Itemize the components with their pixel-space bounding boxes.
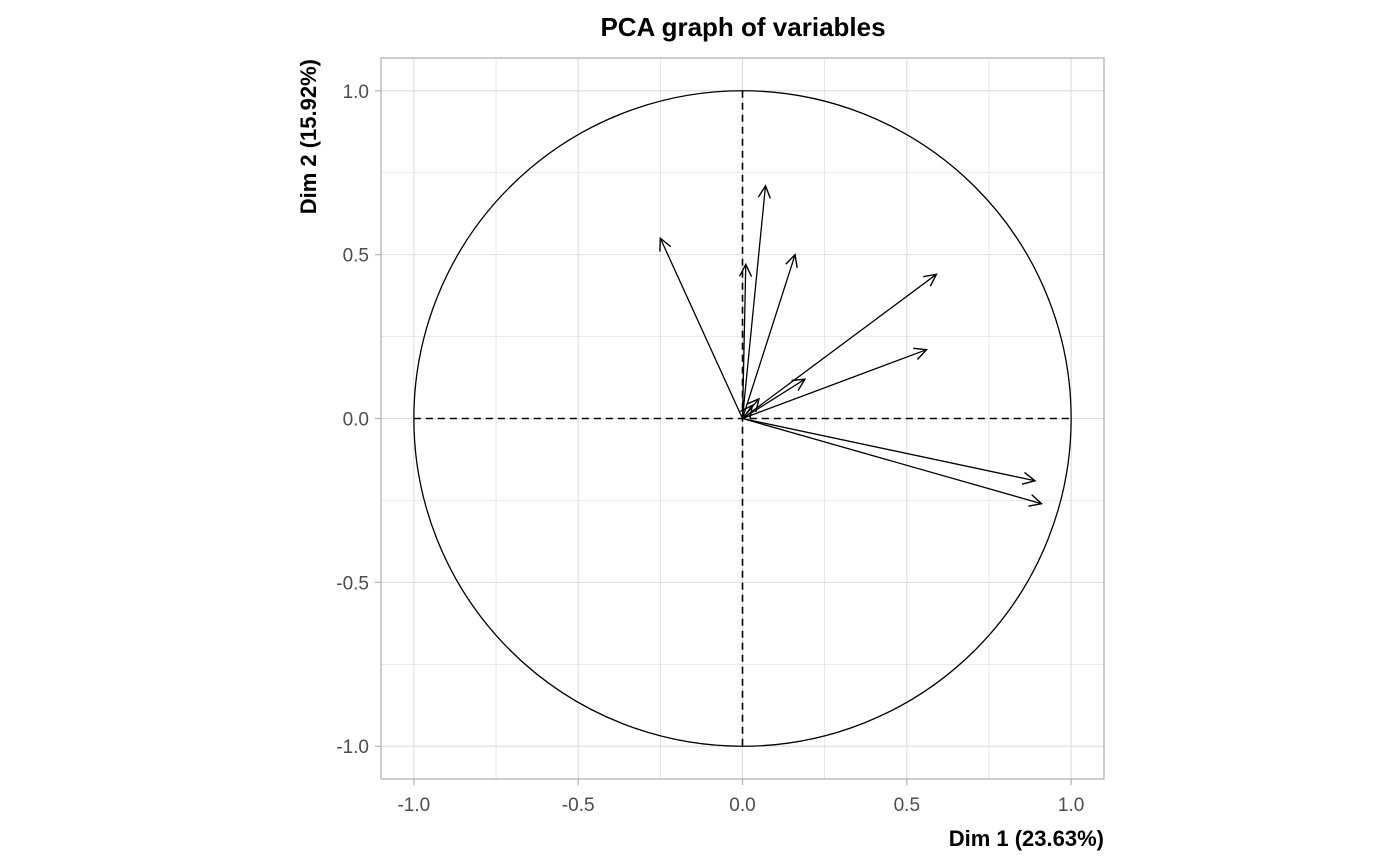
y-axis-ticks: -1.0 -0.5 0.0 0.5 1.0 xyxy=(336,82,381,758)
x-axis-ticks: -1.0 -0.5 0.0 0.5 1.0 xyxy=(397,779,1084,816)
y-tick-label: 0.5 xyxy=(343,246,369,267)
y-tick-label: 1.0 xyxy=(343,82,369,103)
variable-vector xyxy=(740,404,754,419)
variable-vector xyxy=(738,262,753,419)
x-tick-label: 0.5 xyxy=(894,795,920,816)
y-tick-label: -1.0 xyxy=(336,737,369,758)
variable-vectors xyxy=(659,184,1044,507)
variable-vector xyxy=(742,417,1044,507)
variable-vector xyxy=(742,273,938,420)
x-tick-label: -0.5 xyxy=(562,795,595,816)
variable-vector xyxy=(741,184,771,419)
chart-title: PCA graph of variables xyxy=(600,12,885,42)
variable-vector xyxy=(742,417,1037,485)
y-tick-label: 0.0 xyxy=(343,410,369,431)
variable-vector xyxy=(741,253,798,419)
x-tick-label: -1.0 xyxy=(397,795,430,816)
variable-vector xyxy=(659,236,744,419)
variable-vector xyxy=(742,347,929,420)
y-tick-label: -0.5 xyxy=(336,573,369,594)
y-axis-title: Dim 2 (15.92%) xyxy=(296,59,321,214)
x-tick-label: 0.0 xyxy=(729,795,755,816)
x-tick-label: 1.0 xyxy=(1058,795,1084,816)
x-axis-title: Dim 1 (23.63%) xyxy=(949,826,1104,851)
